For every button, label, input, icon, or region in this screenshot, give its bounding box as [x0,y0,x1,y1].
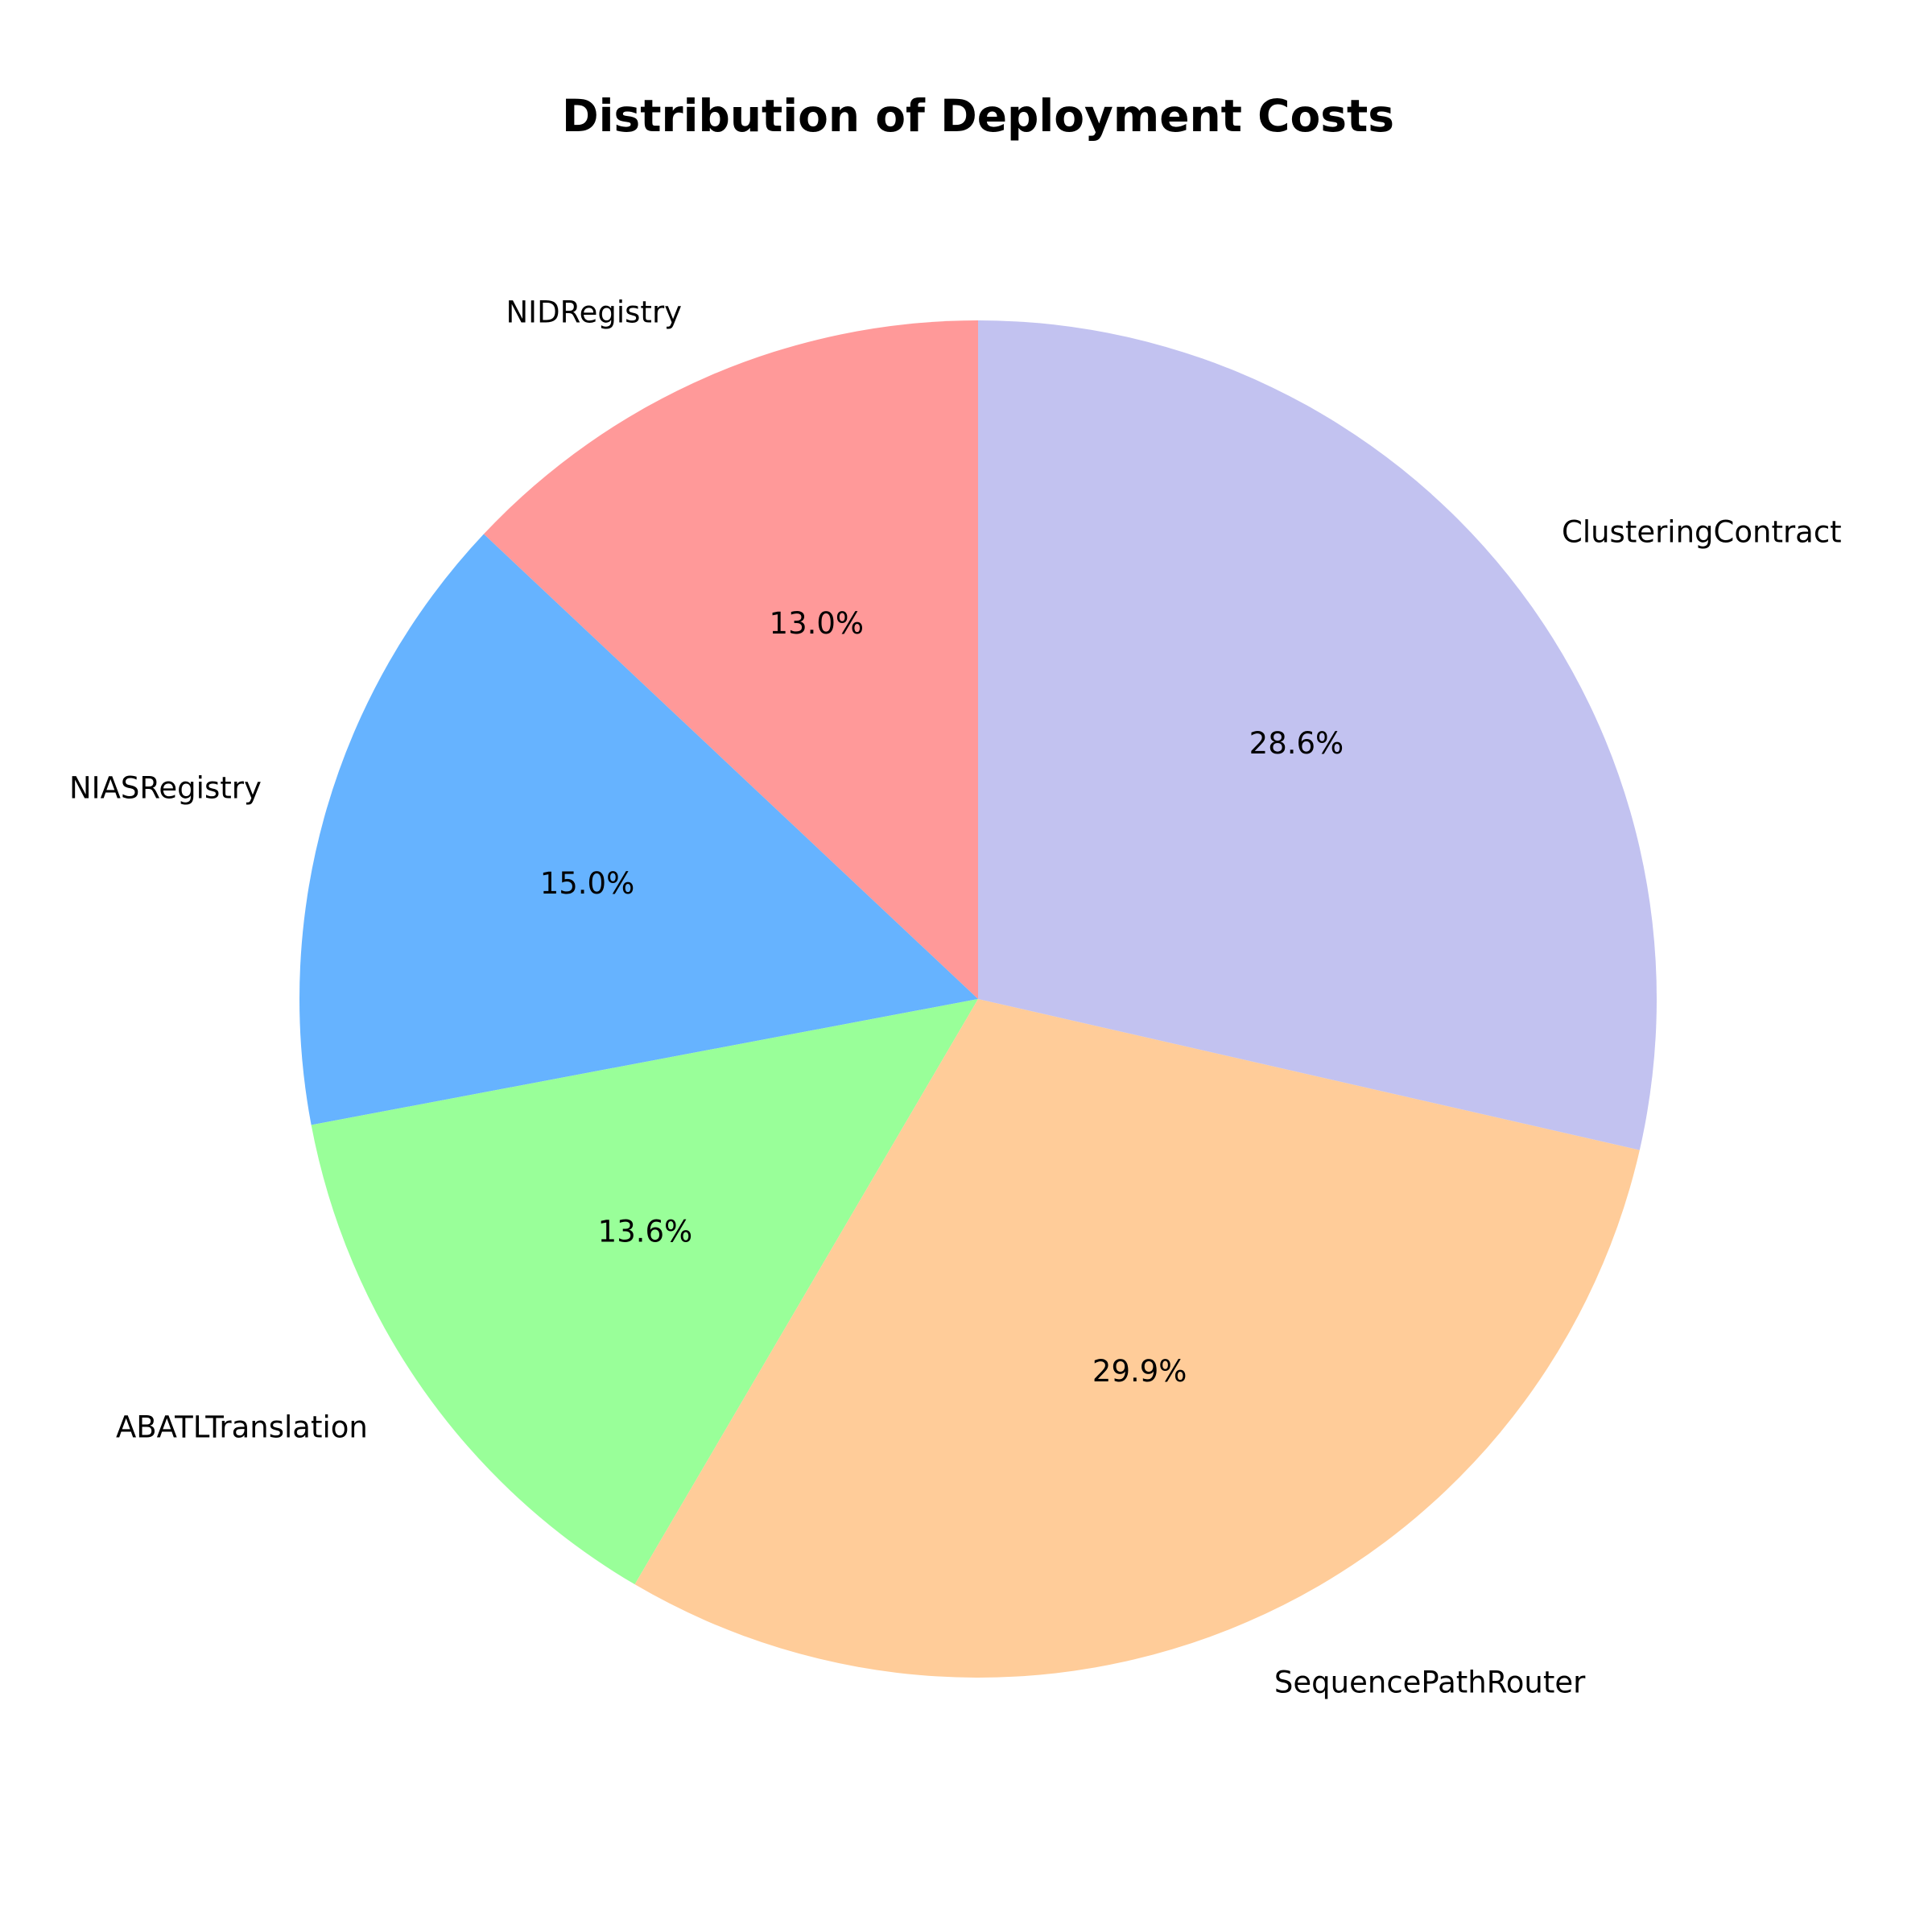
slice-percent-abatltranslation: 13.6% [598,1215,693,1249]
slice-label-nidregistry: NIDRegistry [506,295,683,329]
slice-percent-nidregistry: 13.0% [770,606,865,641]
pie-slice-sequencepathrouter [634,999,1640,1678]
pie-slice-niasregistry [299,534,979,1125]
slice-label-niasregistry: NIASRegistry [69,771,262,806]
slice-label-sequencepathrouter: SequencePathRouter [1274,1666,1586,1700]
pie-slice-nidregistry [483,320,978,999]
slice-label-abatltranslation: ABATLTranslation [116,1410,368,1444]
pie-labels: NIDRegistry 13.0% NIASRegistry 15.0% ABATLTr… [69,295,1842,1699]
slice-percent-clusteringcontract: 28.6% [1249,726,1344,761]
pie-slice-abatltranslation [311,999,978,1585]
slice-percent-niasregistry: 15.0% [540,866,635,901]
pie-slices [299,320,1657,1678]
pie-slice-clusteringcontract [978,320,1657,1150]
chart-title: Distribution of Deployment Costs [562,90,1394,142]
slice-percent-sequencepathrouter: 29.9% [1092,1354,1187,1389]
slice-label-clusteringcontract: ClusteringContract [1562,514,1842,549]
